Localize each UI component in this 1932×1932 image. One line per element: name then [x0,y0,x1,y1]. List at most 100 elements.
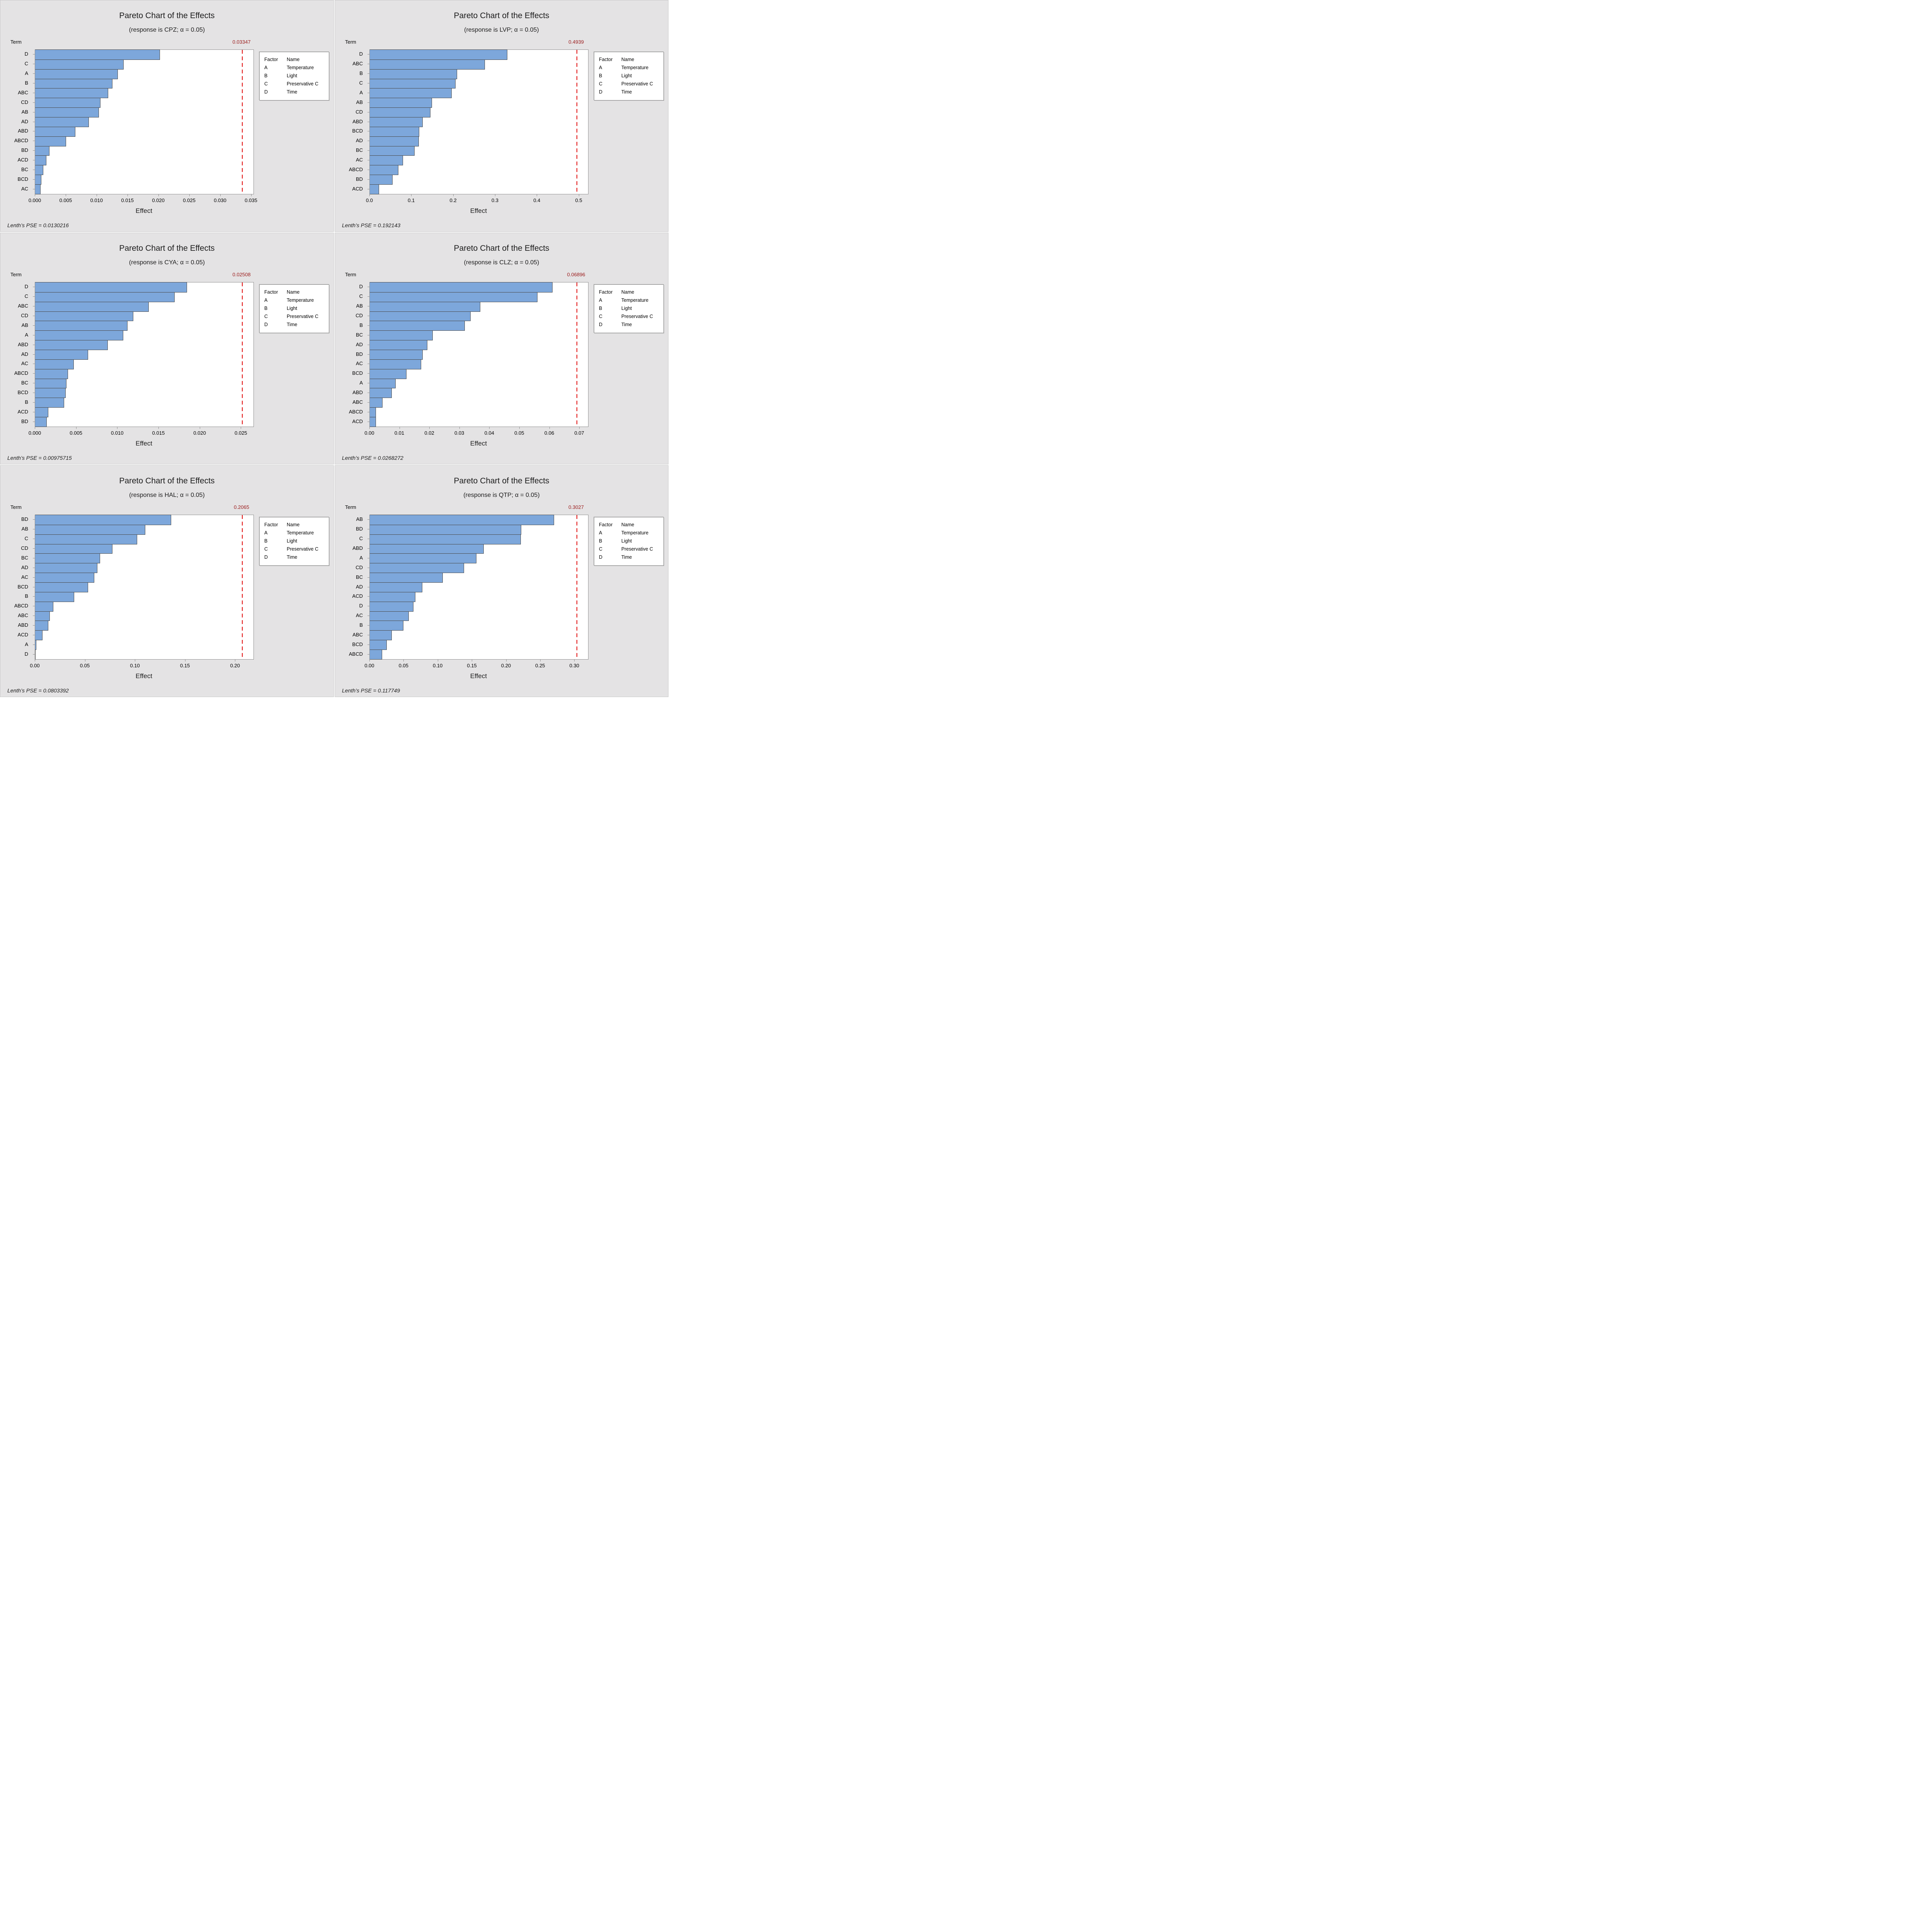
x-tick-label: 0.05 [398,663,409,668]
bar-bd [35,417,47,427]
legend-row-c: C Preservative C [264,80,329,88]
bar-row [370,311,588,321]
bars-container [370,49,588,194]
term-label-item: ABD [352,118,363,124]
bar-row [35,515,253,525]
bar-row [370,136,588,146]
legend-header-row: Factor Name [264,288,329,296]
x-tick-label: 0.000 [28,430,41,436]
factor-legend: Factor Name A Temperature B Light C Preservativ… [259,52,329,100]
bar-acd [35,630,43,641]
bar-abcd [370,650,382,660]
legend-row-b: B Light [599,72,663,80]
bar-row [370,563,588,573]
term-label-item: AC [21,574,28,580]
x-tick-label: 0.035 [245,197,257,203]
pareto-chart-panel-cya: Pareto Chart of the Effects (response is … [0,233,334,464]
bar-row [370,340,588,350]
legend-factor-name: Preservative C [621,546,653,552]
bar-b [370,621,403,631]
term-label-item: AC [21,185,28,192]
y-tick [33,179,35,180]
pareto-chart-panel-lvp: Pareto Chart of the Effects (response is … [335,0,668,232]
x-tick-label: 0.2 [449,197,457,203]
x-tick-label: 0.3 [491,197,499,203]
legend-factor-letter: A [599,298,602,303]
bar-row [370,592,588,602]
legend-factor-letter: D [264,554,268,560]
bar-c [370,78,456,89]
legend-factor-name: Time [287,554,298,560]
lenths-pse-note: Lenth’s PSE = 0.0268272 [342,455,403,461]
term-label-item: AC [355,612,363,619]
bars-container [35,515,253,660]
lenths-pse-note: Lenth’s PSE = 0.117749 [342,687,400,694]
bar-ab [370,98,432,108]
bar-row [35,146,253,156]
x-tick-label: 0.01 [394,430,405,436]
bar-bd [35,146,49,156]
bar-b [35,78,112,89]
y-tick [33,654,35,655]
x-axis-title: Effect [470,207,487,214]
term-label-item: BC [21,554,28,561]
legend-factor-name: Time [287,89,298,95]
legend-row-d: D Time [264,88,329,96]
x-axis-title: Effect [135,672,153,680]
x-tick-label: 0.04 [484,430,494,436]
bar-abc [35,88,108,99]
x-tick-label: 0.005 [59,197,72,203]
legend-row-a: A Temperature [599,529,663,537]
x-tick [459,427,460,429]
legend-factor-letter: A [264,298,268,303]
term-label-item: BCD [352,370,363,376]
bar-row [35,573,253,583]
legend-row-c: C Preservative C [264,313,329,321]
legend-factor-letter: D [599,89,603,95]
bar-cd [35,544,112,554]
term-label-item: ABD [352,389,363,395]
bar-row [35,49,253,60]
term-label-item: AD [21,351,28,357]
term-label-item: C [359,536,363,542]
bar-row [370,553,588,564]
bar-abcd [35,136,66,146]
bar-row [35,155,253,166]
term-label-item: ABD [18,341,28,347]
term-label-item: B [25,80,28,86]
bar-c [35,292,175,302]
bar-b [370,321,465,331]
term-label-item: BD [355,351,363,357]
term-label-item: ABC [352,631,363,638]
y-tick [33,325,35,326]
bar-row [370,59,588,70]
legend-factor-letter: B [264,538,268,544]
bar-bcd [370,369,407,379]
factor-legend: Factor Name A Temperature B Light C Preservativ… [594,284,664,333]
legend-factor-letter: B [599,538,602,544]
bar-abc [370,398,383,408]
x-tick-label: 0.00 [30,663,40,668]
term-label-item: ACD [352,185,363,192]
term-label-item: ACD [17,631,28,638]
bar-ad [370,136,419,146]
bar-row [35,88,253,99]
x-tick [574,659,575,662]
y-tick [33,354,35,355]
term-label-item: BCD [352,641,363,647]
term-label-item: AB [356,303,363,309]
bar-row [35,69,253,79]
bar-c [370,292,538,302]
plot-area [35,515,254,660]
bar-row [370,369,588,379]
legend-header-factor: Factor [599,289,613,295]
term-label-item: CD [355,109,363,115]
bar-row [35,136,253,146]
plot-area [369,49,588,194]
bar-row [370,417,588,427]
legend-factor-name: Time [621,322,632,327]
bar-row [35,301,253,312]
legend-header-name: Name [287,522,300,527]
bar-row [35,601,253,612]
legend-header-name: Name [287,289,300,295]
